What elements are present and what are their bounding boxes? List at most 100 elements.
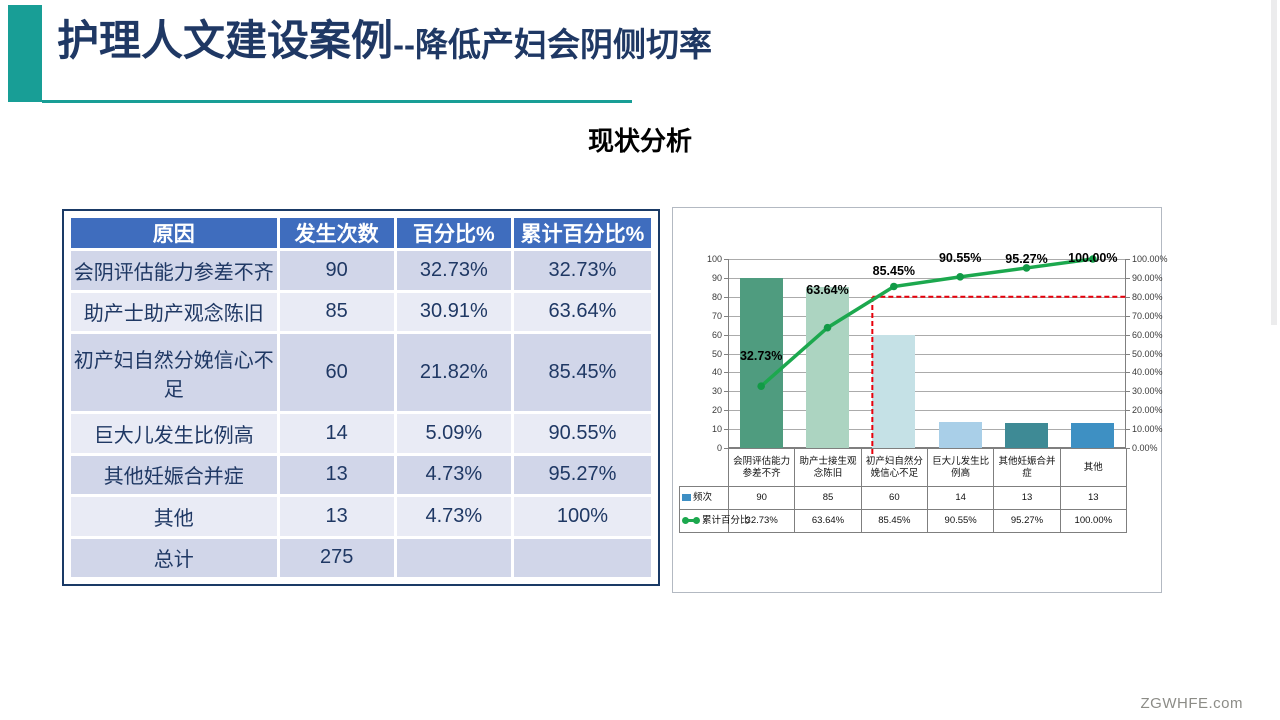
section-heading: 现状分析 bbox=[587, 126, 692, 156]
right-axis-tick-label: 40.00% bbox=[1132, 367, 1163, 378]
category-cell: 其他 bbox=[1059, 448, 1127, 487]
cumulative-point-marker bbox=[1089, 255, 1097, 263]
left-axis-tick-label: 70 bbox=[711, 310, 722, 321]
right-axis-tick-label: 0.00% bbox=[1132, 443, 1158, 453]
axis-tick bbox=[724, 353, 728, 355]
frequency-legend-cell: 频次 bbox=[679, 486, 729, 510]
gridline bbox=[728, 429, 1126, 431]
cumulative-value-cell: 90.55% bbox=[926, 509, 995, 533]
cumulative-line bbox=[760, 257, 1094, 388]
frequency-bar bbox=[938, 421, 982, 448]
right-axis-tick-label: 90.00% bbox=[1132, 272, 1163, 283]
category-cell: 会阴评估能力参差不齐 bbox=[727, 448, 796, 487]
category-cell: 初产妇自然分娩信心不足 bbox=[860, 448, 928, 487]
gridline bbox=[728, 353, 1126, 355]
table-cell: 13 bbox=[279, 497, 394, 536]
axis-tick bbox=[1126, 410, 1130, 412]
left-axis-tick-label: 10 bbox=[711, 424, 722, 435]
chart-category-row: 会阴评估能力参差不齐 助产士接生观念陈旧 初产妇自然分娩信心不足 巨大儿发生比例高 其他… bbox=[680, 448, 1127, 487]
table-cell: 275 bbox=[279, 538, 394, 577]
pareto-chart: 0 10 20 30 40 50 60 70 80 90 100 0.00% 10.00% 20.00% 3… bbox=[673, 208, 1168, 592]
axis-tick bbox=[1126, 277, 1130, 279]
cumulative-point-label: 63.64% bbox=[806, 283, 849, 297]
column-header: 发生次数 bbox=[279, 218, 394, 248]
axis-tick bbox=[1126, 372, 1130, 374]
left-axis-tick-label: 0 bbox=[716, 443, 722, 453]
table-cell: 21.82% bbox=[396, 334, 511, 411]
table-cell: 63.64% bbox=[513, 292, 651, 331]
header-row: 原因 发生次数 百分比% 累计百分比% bbox=[71, 218, 651, 248]
right-axis-tick-label: 20.00% bbox=[1132, 405, 1163, 416]
legend-label: 累计百分比 bbox=[702, 515, 750, 527]
table-cell: 95.27% bbox=[513, 455, 651, 494]
table-cell: 其他妊娠合并症 bbox=[71, 455, 277, 494]
slide-edge-strip bbox=[1271, 0, 1277, 325]
title-sub: --降低产妇会阴侧切率 bbox=[393, 26, 712, 64]
left-axis-tick-label: 80 bbox=[711, 291, 722, 302]
category-cell: 助产士接生观念陈旧 bbox=[794, 448, 862, 487]
right-axis-tick-label: 60.00% bbox=[1132, 329, 1163, 340]
cumulative-point-marker bbox=[1022, 264, 1031, 272]
gridline bbox=[728, 372, 1126, 374]
column-header: 累计百分比% bbox=[513, 218, 651, 248]
frequency-value-cell: 90 bbox=[727, 486, 796, 510]
axis-tick bbox=[1126, 334, 1130, 336]
axis-tick bbox=[724, 372, 728, 374]
table-cell: 5.09% bbox=[396, 414, 511, 453]
frequency-value-cell: 85 bbox=[794, 486, 862, 510]
cause-table-head: 原因 发生次数 百分比% 累计百分比% bbox=[71, 218, 651, 248]
pareto-chart-panel: 0 10 20 30 40 50 60 70 80 90 100 0.00% 10.00% 20.00% 3… bbox=[672, 207, 1168, 593]
table-cell: 32.73% bbox=[396, 251, 511, 290]
right-axis-tick-label: 80.00% bbox=[1132, 291, 1163, 302]
table-cell: 4.73% bbox=[396, 455, 511, 494]
cumulative-value-cell: 63.64% bbox=[794, 509, 862, 533]
table-row: 初产妇自然分娩信心不足 60 21.82% 85.45% bbox=[71, 334, 651, 411]
axis-tick bbox=[1126, 391, 1130, 393]
table-row: 其他妊娠合并症 13 4.73% 95.27% bbox=[71, 455, 651, 494]
cause-table-panel: 原因 发生次数 百分比% 累计百分比% 会阴评估能力参差不齐 90 32.73% 32.73… bbox=[62, 209, 660, 586]
axis-tick bbox=[1126, 353, 1130, 355]
axis-tick bbox=[1126, 296, 1130, 298]
frequency-bar bbox=[806, 287, 849, 448]
left-axis-tick-label: 20 bbox=[711, 405, 722, 416]
table-row: 助产士助产观念陈旧 85 30.91% 63.64% bbox=[71, 292, 651, 331]
table-cell: 30.91% bbox=[396, 292, 511, 331]
category-cell: 巨大儿发生比例高 bbox=[926, 448, 995, 487]
frequency-value-cell: 14 bbox=[926, 486, 995, 510]
cumulative-legend-icon bbox=[682, 517, 700, 525]
right-axis-tick-label: 10.00% bbox=[1132, 424, 1163, 435]
axis-tick bbox=[724, 334, 728, 336]
cumulative-point-marker bbox=[823, 323, 832, 332]
axis-tick bbox=[724, 259, 728, 260]
axis-tick bbox=[1126, 448, 1130, 449]
axis-tick bbox=[724, 448, 728, 449]
left-axis-tick-label: 30 bbox=[711, 386, 722, 397]
gridline bbox=[728, 334, 1126, 336]
legend-label: 频次 bbox=[693, 492, 713, 504]
cause-table-body: 会阴评估能力参差不齐 90 32.73% 32.73% 助产士助产观念陈旧 85 30.91… bbox=[71, 251, 651, 577]
column-header: 原因 bbox=[71, 218, 277, 248]
cumulative-point-label: 95.27% bbox=[1005, 252, 1048, 266]
corner-blank bbox=[680, 449, 729, 487]
cumulative-line-svg bbox=[757, 255, 1126, 454]
table-cell: 助产士助产观念陈旧 bbox=[71, 292, 277, 331]
axis-tick bbox=[724, 315, 728, 317]
gridline bbox=[728, 259, 1126, 260]
left-axis-tick-label: 40 bbox=[711, 367, 722, 378]
cumulative-point-label: 90.55% bbox=[938, 251, 982, 265]
right-axis-tick-label: 100.00% bbox=[1132, 254, 1168, 264]
title-main: 护理人文建设案例 bbox=[57, 16, 394, 64]
table-cell: 85 bbox=[279, 292, 394, 331]
slide-title: 护理人文建设案例 --降低产妇会阴侧切率 bbox=[57, 12, 1157, 64]
right-axis-tick-label: 30.00% bbox=[1132, 386, 1163, 397]
table-row: 会阴评估能力参差不齐 90 32.73% 32.73% bbox=[71, 251, 651, 290]
cumulative-value-cell: 100.00% bbox=[1059, 509, 1127, 533]
cumulative-value-cell: 32.73% bbox=[727, 509, 796, 533]
table-cell: 14 bbox=[279, 414, 394, 453]
table-cell: 会阴评估能力参差不齐 bbox=[71, 251, 277, 290]
table-row: 其他 13 4.73% 100% bbox=[71, 497, 651, 536]
cumulative-point-label: 85.45% bbox=[872, 264, 916, 278]
table-cell: 总计 bbox=[71, 538, 277, 577]
column-header: 百分比% bbox=[396, 218, 511, 248]
table-cell: 100% bbox=[513, 497, 651, 536]
